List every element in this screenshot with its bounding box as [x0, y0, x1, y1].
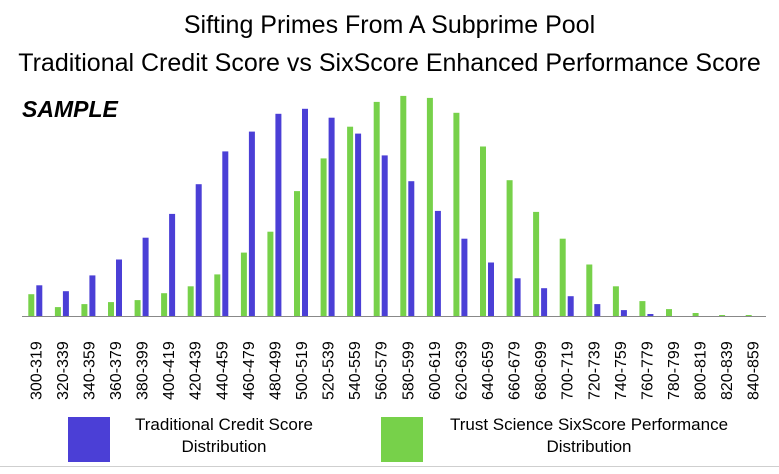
bar-sixscore-400-419 [161, 293, 168, 316]
bar-traditional-380-399 [142, 237, 149, 316]
bar-sixscore-500-519 [294, 191, 300, 316]
bar-traditional-560-579 [381, 155, 388, 316]
bar-sixscore-660-679 [506, 180, 513, 316]
bar-traditional-680-699 [541, 288, 548, 316]
legend-swatch-traditional [68, 417, 110, 462]
sample-watermark: SAMPLE [22, 96, 118, 122]
bar-sixscore-560-579 [373, 101, 380, 317]
x-tick-label: 580-599 [400, 341, 417, 400]
bar-sixscore-740-759 [612, 286, 619, 316]
bar-sixscore-440-459 [214, 274, 221, 316]
bar-sixscore-340-359 [81, 304, 88, 316]
bar-sixscore-780-799 [666, 309, 672, 316]
x-tick-label: 500-519 [294, 341, 311, 400]
x-tick-label: 540-559 [347, 341, 364, 400]
bar-sixscore-620-639 [453, 112, 460, 316]
x-tick-label: 700-719 [560, 341, 577, 400]
bar-traditional-620-639 [461, 238, 468, 316]
x-tick-label: 400-419 [161, 341, 178, 400]
x-tick-label: 820-839 [719, 341, 736, 400]
x-tick-label: 720-739 [586, 341, 603, 400]
x-tick-label: 600-619 [427, 341, 444, 400]
bar-traditional-460-479 [248, 131, 255, 316]
x-tick-label: 620-639 [453, 341, 470, 400]
bar-traditional-600-619 [434, 210, 441, 316]
x-tick-label: 560-579 [374, 341, 391, 400]
bar-sixscore-300-319 [28, 294, 35, 316]
bar-sixscore-520-539 [320, 158, 327, 316]
x-tick-label: 800-819 [693, 341, 710, 400]
x-tick-label: 340-359 [81, 341, 98, 400]
bar-sixscore-380-399 [134, 300, 141, 316]
bar-traditional-360-379 [116, 259, 122, 316]
x-tick-label: 840-859 [746, 341, 763, 400]
x-tick-label: 380-399 [135, 341, 152, 400]
bar-sixscore-320-339 [54, 307, 61, 316]
bar-traditional-700-719 [567, 296, 574, 316]
bar-traditional-320-339 [62, 291, 69, 316]
x-tick-label: 420-439 [188, 341, 205, 400]
x-tick-label: 660-679 [507, 341, 524, 400]
x-tick-label: 300-319 [28, 341, 45, 400]
bar-traditional-660-679 [514, 278, 521, 316]
bar-sixscore-760-779 [639, 301, 646, 316]
bar-sixscore-800-819 [692, 313, 699, 316]
bar-traditional-440-459 [222, 151, 229, 316]
bar-traditional-580-599 [408, 181, 415, 316]
bar-sixscore-640-659 [480, 146, 486, 316]
bar-traditional-400-419 [169, 213, 176, 316]
bar-sixscore-420-439 [187, 286, 194, 316]
x-tick-label: 460-479 [241, 341, 258, 400]
bar-traditional-520-539 [328, 117, 335, 316]
bar-sixscore-580-599 [400, 95, 407, 317]
bar-sixscore-680-699 [533, 211, 540, 316]
bar-sixscore-540-559 [347, 126, 354, 316]
legend-label-traditional: Traditional Credit Score Distribution [135, 415, 313, 456]
bar-sixscore-460-479 [240, 252, 247, 316]
bar-sixscore-720-739 [586, 264, 593, 316]
bar-sixscore-600-619 [426, 97, 433, 317]
bar-traditional-720-739 [594, 304, 601, 316]
x-tick-label: 760-779 [639, 341, 656, 400]
x-tick-label: 780-799 [666, 341, 683, 400]
chart-subtitle: Traditional Credit Score vs SixScore Enh… [18, 49, 761, 77]
bar-sixscore-700-719 [559, 238, 566, 316]
bar-sixscore-360-379 [108, 302, 114, 316]
x-tick-label: 520-539 [321, 341, 338, 400]
bar-sixscore-480-499 [267, 231, 274, 316]
x-tick-label: 320-339 [55, 341, 72, 400]
bar-traditional-640-659 [488, 262, 494, 316]
chart-title: Sifting Primes From A Subprime Pool [183, 11, 596, 39]
x-tick-label: 640-659 [480, 341, 497, 400]
bar-traditional-740-759 [620, 310, 627, 316]
bar-traditional-300-319 [36, 285, 43, 316]
legend-label-sixscore: Trust Science SixScore Performance Distr… [449, 415, 729, 456]
x-tick-label: 440-459 [214, 341, 231, 400]
x-tick-label: 680-699 [533, 341, 550, 400]
bar-sixscore-820-839 [719, 315, 726, 316]
bar-sixscore-840-859 [745, 315, 752, 316]
bar-traditional-500-519 [302, 108, 308, 316]
bar-traditional-540-559 [355, 133, 362, 316]
bar-traditional-340-359 [89, 275, 96, 316]
bar-traditional-760-779 [647, 314, 654, 316]
x-tick-label: 360-379 [108, 341, 125, 400]
legend-swatch-sixscore [381, 417, 423, 462]
bottom-divider [0, 466, 779, 467]
bar-traditional-480-499 [275, 113, 282, 316]
x-tick-label: 740-759 [613, 341, 630, 400]
x-tick-label: 480-499 [267, 341, 284, 400]
bar-traditional-420-439 [195, 184, 202, 316]
